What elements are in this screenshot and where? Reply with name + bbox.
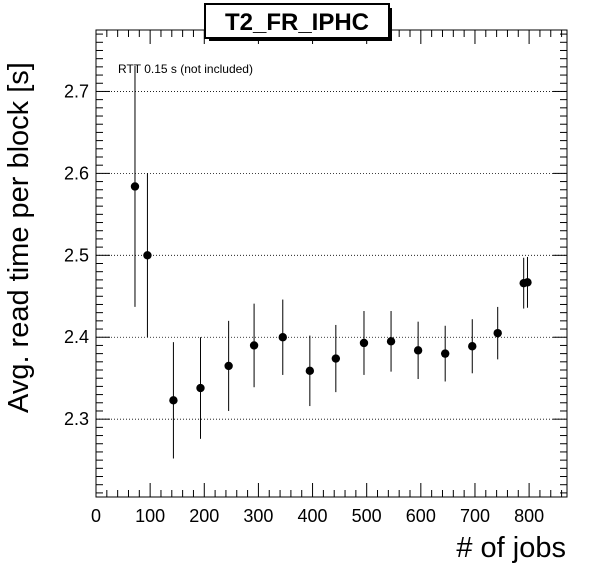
y-axis-label: Avg. read time per block [s] [3, 62, 35, 413]
data-point [468, 342, 477, 351]
chart-title: T2_FR_IPHC [225, 9, 369, 36]
x-tick-label: 400 [298, 506, 328, 526]
chart-annotation: RTT 0.15 s (not included) [118, 62, 253, 76]
data-point [523, 278, 532, 287]
x-tick-label: 800 [514, 506, 544, 526]
x-tick-label: 100 [135, 506, 165, 526]
data-point [413, 346, 423, 355]
data-point [359, 338, 369, 348]
data-point [331, 354, 341, 363]
x-tick-label: 300 [243, 506, 273, 526]
data-point [196, 383, 205, 393]
y-tick-label: 2.5 [64, 245, 89, 265]
data-point [143, 251, 152, 260]
x-tick-label: 0 [91, 506, 101, 526]
data-point [386, 337, 396, 346]
data-point [224, 361, 233, 371]
y-tick-label: 2.3 [64, 409, 89, 429]
chart-title-box: T2_FR_IPHC [204, 3, 392, 41]
label-layer: RTT 0.15 s (not included) # of jobs Avg.… [3, 62, 566, 564]
data-point [249, 341, 259, 350]
data-point [278, 333, 287, 342]
x-axis-label: # of jobs [456, 532, 566, 564]
data-point [493, 328, 502, 338]
plot-frame [95, 29, 568, 498]
y-tick-label: 2.4 [64, 327, 89, 347]
data-point [169, 396, 178, 405]
x-tick-label: 200 [189, 506, 219, 526]
x-tick-label: 600 [406, 506, 436, 526]
data-point [440, 349, 450, 358]
x-tick-label: 500 [352, 506, 382, 526]
data-layer [130, 66, 532, 459]
grid-layer [96, 91, 567, 420]
data-point [305, 366, 315, 376]
y-tick-label: 2.6 [64, 163, 89, 183]
x-tick-label: 700 [460, 506, 490, 526]
data-point [130, 182, 140, 191]
y-tick-label: 2.7 [64, 81, 89, 101]
